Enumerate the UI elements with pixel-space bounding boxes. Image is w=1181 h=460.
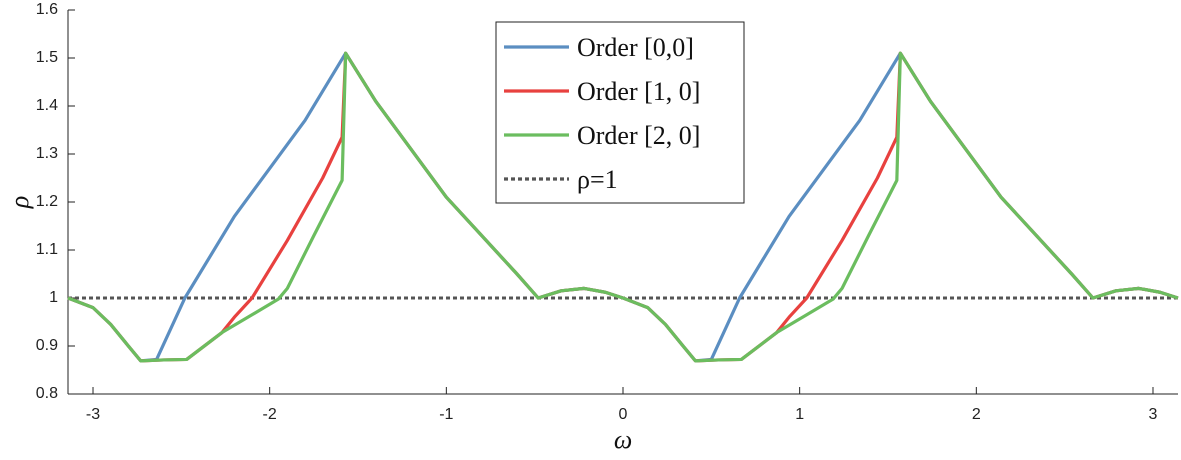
legend-box [495,21,745,204]
y-tick-label: 1 [49,289,58,306]
y-axis-label: ρ [5,196,34,209]
y-tick-label: 1.2 [36,193,58,210]
y-tick-label: 1.6 [36,1,58,18]
x-tick-label: -1 [439,406,453,423]
y-tick-label: 1.4 [36,97,58,114]
legend-label: ρ=1 [577,165,618,194]
y-tick-label: 1.5 [36,49,58,66]
x-tick-label: 1 [795,406,804,423]
x-tick-label: 2 [972,406,981,423]
y-tick-label: 0.9 [36,337,58,354]
legend-label: Order [2, 0] [577,121,700,150]
y-tick-label: 0.8 [36,385,58,402]
x-axis-label: ω [614,425,632,454]
legend-label: Order [0,0] [577,33,694,62]
x-tick-label: -3 [86,406,100,423]
x-tick-label: -2 [263,406,277,423]
x-tick-label: 3 [1149,406,1158,423]
y-tick-label: 1.1 [36,241,58,258]
series-line [67,51,1179,363]
x-tick-label: 0 [619,406,628,423]
legend-label: Order [1, 0] [577,77,700,106]
y-tick-label: 1.3 [36,145,58,162]
